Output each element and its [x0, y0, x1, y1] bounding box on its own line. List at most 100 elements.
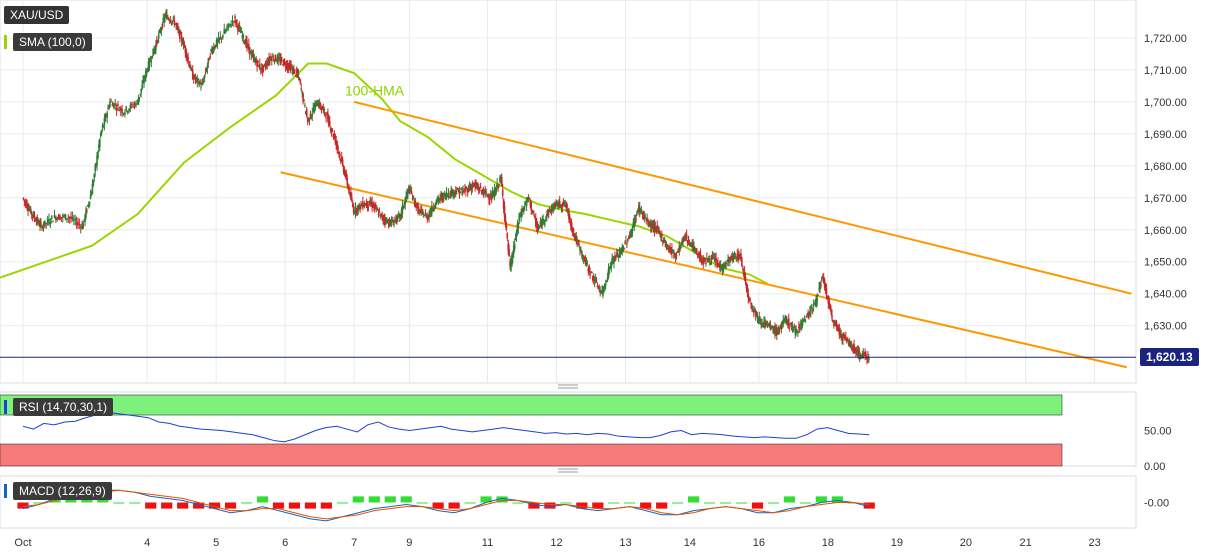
candle-body [92, 181, 95, 186]
candle-body [71, 216, 74, 220]
candle-body [294, 75, 297, 77]
candle-body [616, 253, 619, 257]
candle-body [495, 188, 498, 193]
candle-body [476, 187, 478, 189]
candle-body [284, 66, 287, 68]
candle-body [348, 187, 350, 194]
candle-body [434, 204, 437, 208]
candle-body [38, 224, 40, 226]
candle-body [246, 40, 248, 47]
candle-body [677, 248, 680, 252]
candle-body [209, 55, 211, 58]
candle-body [506, 232, 509, 239]
candle-body [115, 108, 118, 111]
macd-histogram-bar [815, 496, 827, 503]
candle-body [247, 45, 249, 47]
candle-body [583, 259, 586, 262]
candle-body [236, 25, 239, 30]
candle-body [458, 187, 461, 195]
candle-body [261, 66, 264, 72]
candle-body [621, 247, 624, 252]
candle-body [169, 19, 172, 23]
candle-body [257, 60, 259, 63]
price-panel[interactable]: 100-HMA 1,720.00 1,710.00 1,700.00 1,690.00… [0, 0, 1187, 384]
candle-body [488, 198, 490, 200]
candle-body [133, 103, 136, 105]
rsi-legend[interactable]: RSI (14,70,30,1) [4, 398, 114, 416]
candle-body [537, 227, 540, 230]
candle-body [500, 176, 503, 187]
candle-body [668, 247, 670, 251]
macd-panel[interactable]: -0.00 [0, 475, 1169, 529]
candle-body [151, 56, 154, 59]
candle-body [525, 198, 528, 207]
candle-body [343, 168, 346, 175]
macd-histogram-bar [288, 502, 301, 509]
candle-body [698, 255, 701, 258]
candle-body [139, 93, 142, 95]
candle-body [587, 268, 590, 272]
candle-body [468, 185, 471, 189]
macd-legend[interactable]: MACD (12,26,9) [4, 482, 112, 500]
candle-body [393, 220, 395, 223]
candle-body [694, 248, 696, 251]
candle-body [321, 106, 324, 111]
candle-body [351, 197, 353, 201]
panel-splitter-2[interactable] [558, 468, 578, 473]
candle-body [859, 354, 862, 356]
candle-body [671, 248, 673, 254]
candle-body [645, 218, 647, 221]
candle-body [849, 341, 852, 343]
candle-body [484, 190, 487, 193]
candle-body [245, 39, 247, 47]
candle-body [575, 235, 578, 242]
candle-body [282, 59, 285, 66]
channel-lower-line [280, 171, 1128, 369]
sma-legend[interactable]: SMA (100,0) [4, 33, 92, 51]
symbol-label[interactable]: XAU/USD [4, 6, 70, 24]
candle-body [368, 200, 371, 206]
candle-body [184, 45, 187, 54]
candle-body [615, 253, 618, 257]
candle-body [218, 38, 221, 40]
candle-body [311, 113, 314, 116]
candle-body [737, 253, 739, 259]
candle-body [513, 243, 516, 249]
panel-splitter-1[interactable] [558, 384, 578, 389]
candle-body [712, 257, 715, 259]
candle-body [376, 208, 379, 211]
candle-body [836, 326, 839, 330]
candle-body [650, 222, 653, 229]
candle-body [810, 308, 812, 314]
candle-body [52, 221, 54, 223]
macd-histogram-bar [129, 502, 141, 504]
candle-body [173, 20, 176, 25]
rsi-panel[interactable]: 50.00 0.00 [0, 391, 1172, 473]
candle-body [546, 211, 549, 213]
candle-body [87, 203, 90, 206]
candle-body [405, 196, 407, 203]
macd-histogram-bar [432, 502, 444, 509]
candle-body [352, 206, 355, 214]
candle-body [338, 152, 340, 155]
candle-body [619, 249, 622, 254]
candle-body [381, 215, 383, 219]
candle-body [26, 202, 28, 209]
candle-body [291, 68, 293, 70]
candle-body [163, 17, 165, 23]
candle-body [590, 271, 592, 273]
candle-body [125, 106, 128, 111]
candle-body [565, 204, 567, 208]
candle-body [70, 216, 72, 219]
candle-body [672, 250, 675, 254]
candle-body [479, 186, 482, 189]
candle-body [840, 334, 842, 339]
macd-histogram-bar [336, 502, 348, 504]
candle-body [37, 220, 39, 222]
candle-body [309, 113, 312, 118]
candle-body [290, 65, 292, 69]
candle-body [815, 295, 818, 305]
candle-body [504, 216, 507, 224]
candle-body [748, 298, 751, 301]
